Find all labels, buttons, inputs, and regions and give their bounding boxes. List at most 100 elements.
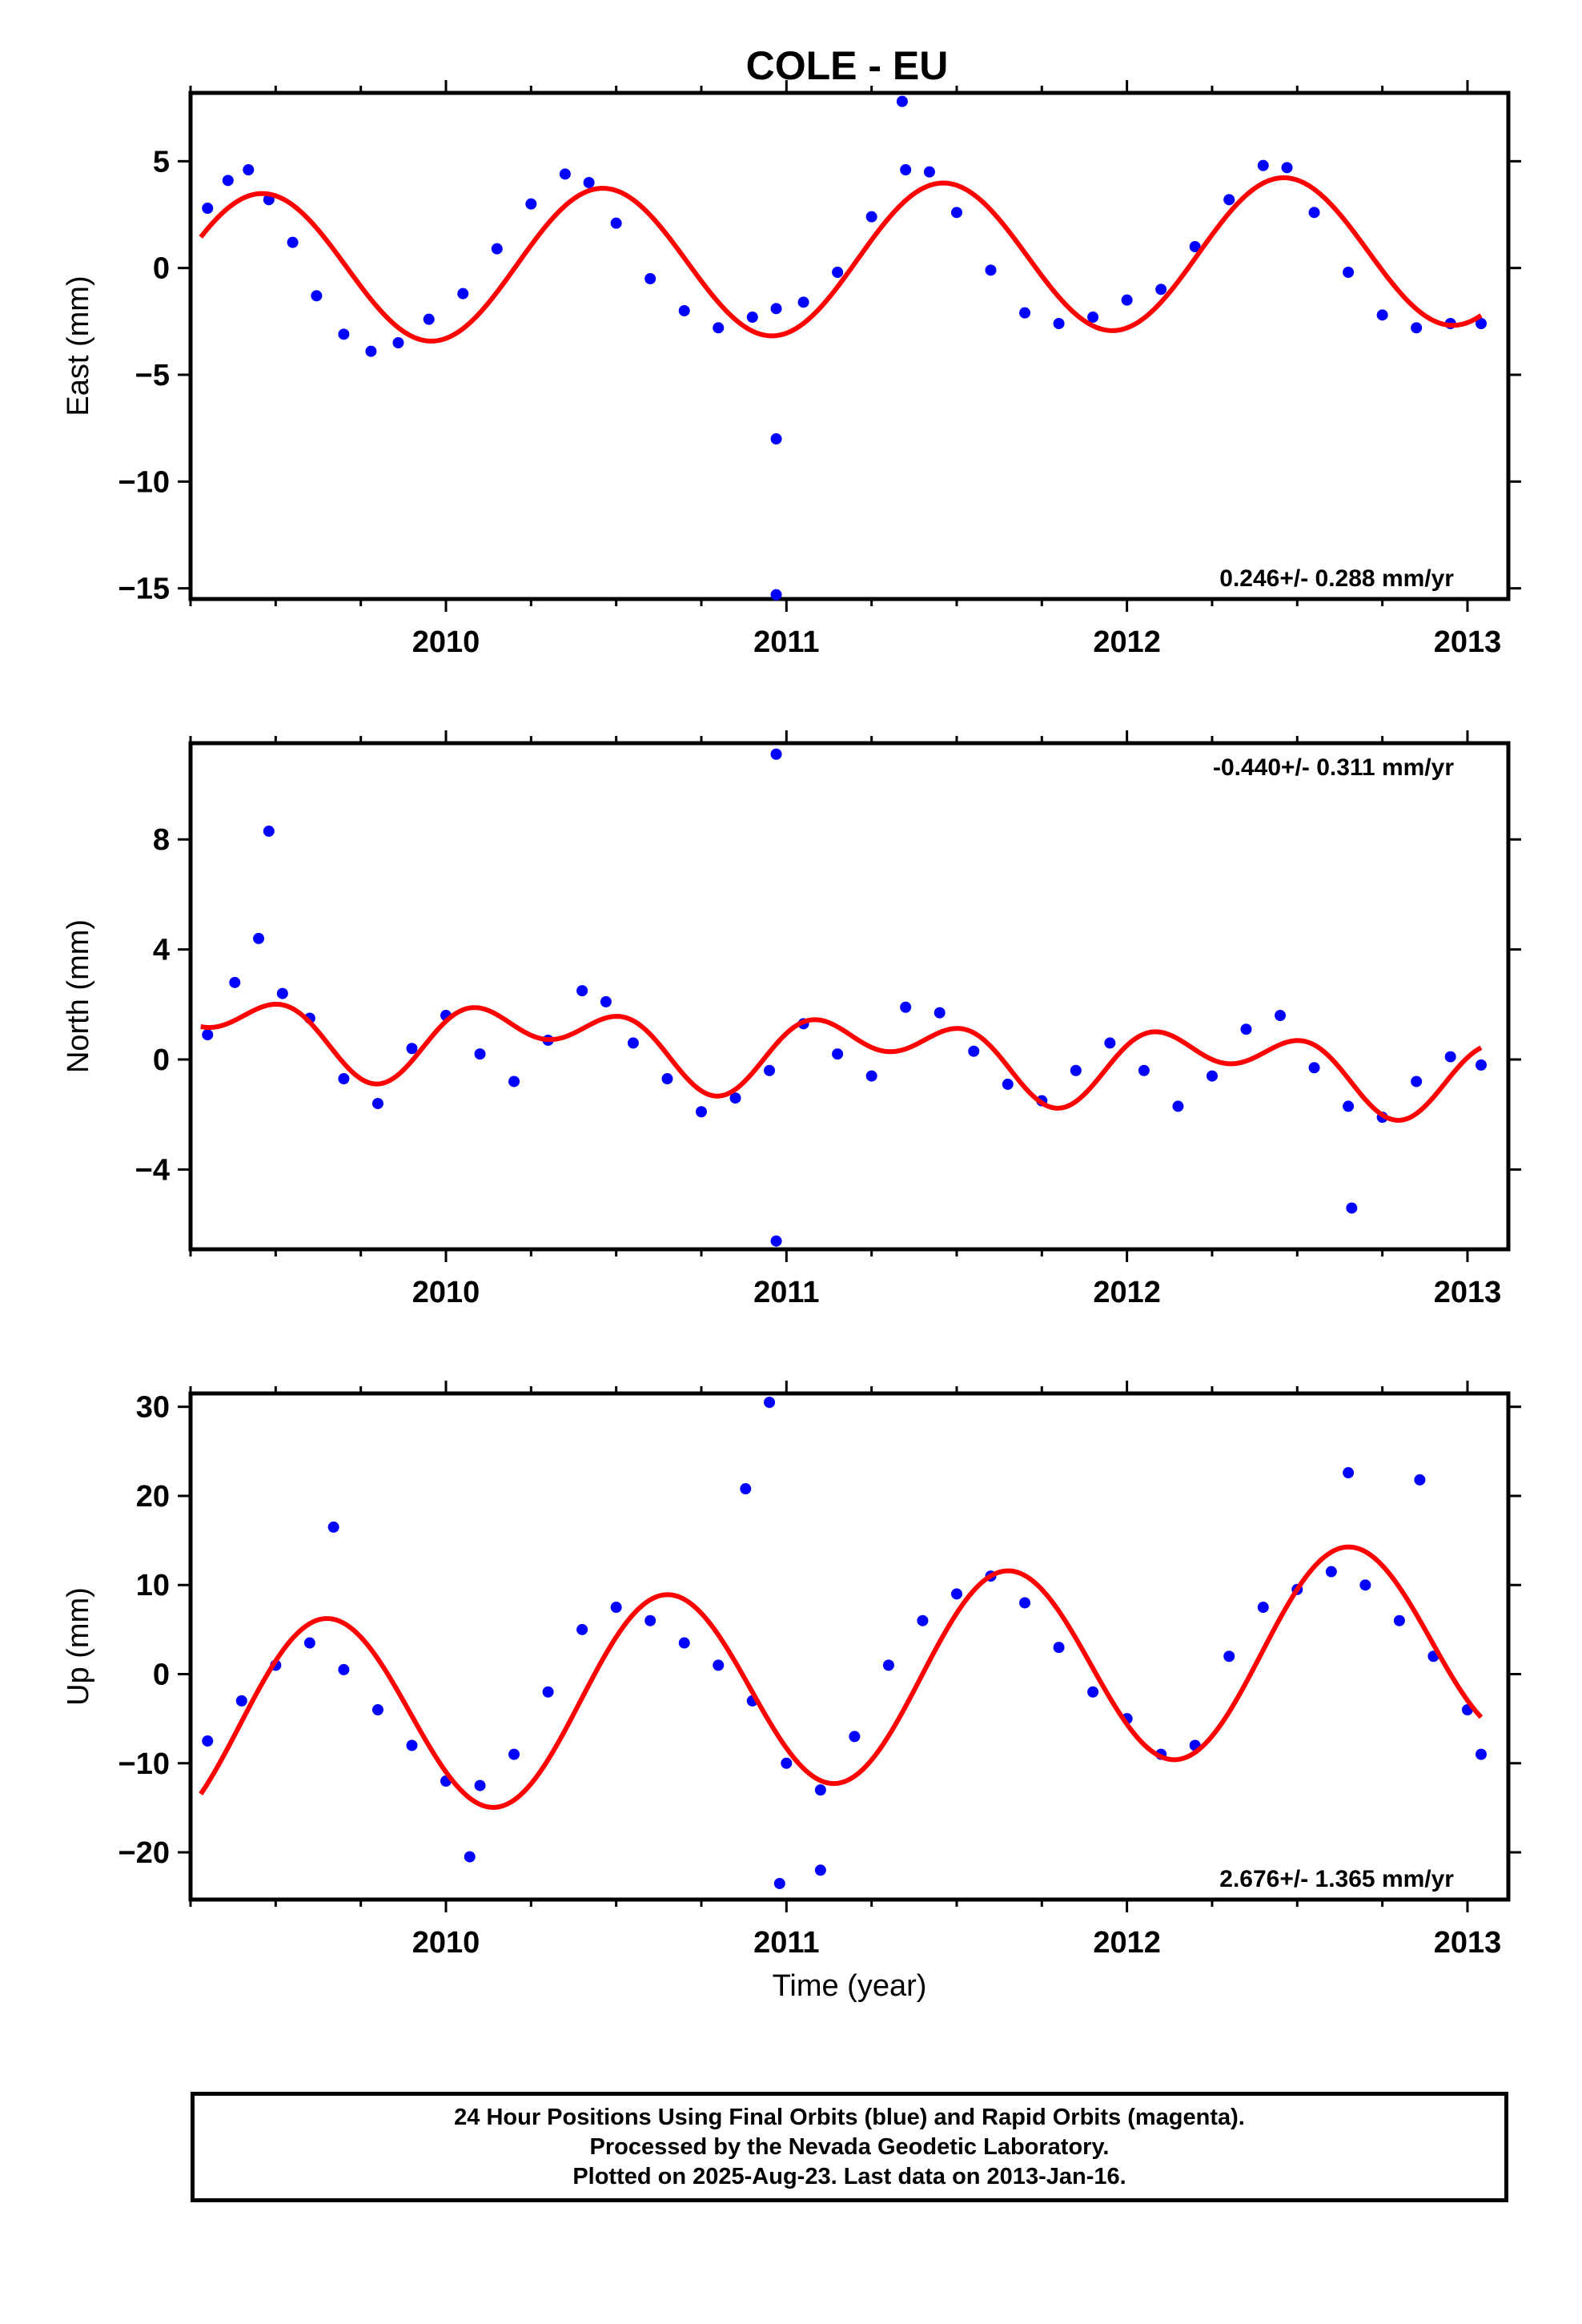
east-data-point	[1376, 309, 1388, 321]
east-data-point	[338, 328, 350, 340]
north-data-point	[1346, 1202, 1358, 1214]
up-data-point	[644, 1614, 656, 1626]
north-y-tick-label: −4	[135, 1153, 170, 1187]
up-data-point	[678, 1637, 690, 1649]
up-y-tick-label: −20	[118, 1836, 170, 1870]
east-rate-label: 0.246+/- 0.288 mm/yr	[1219, 565, 1454, 592]
caption-box: 24 Hour Positions Using Final Orbits (bl…	[191, 2092, 1508, 2202]
east-y-tick-label: −5	[135, 359, 170, 392]
east-data-point	[678, 305, 690, 316]
east-data-point	[770, 303, 782, 315]
north-y-tick-label: 0	[153, 1043, 170, 1077]
north-x-tick-label: 2013	[1434, 1276, 1502, 1309]
north-data-point	[627, 1037, 639, 1049]
up-data-point	[713, 1659, 725, 1671]
east-data-point	[644, 273, 656, 284]
north-data-point	[832, 1048, 844, 1060]
north-data-point	[600, 995, 612, 1007]
up-y-tick-label: −10	[118, 1747, 170, 1781]
up-data-point	[406, 1739, 418, 1751]
east-data-point	[392, 337, 404, 348]
north-data-point	[576, 985, 588, 997]
east-data-point	[1155, 283, 1167, 296]
north-data-point	[229, 976, 241, 988]
up-data-point	[327, 1521, 339, 1533]
north-x-tick-label: 2012	[1093, 1276, 1161, 1309]
east-data-point	[900, 164, 912, 175]
up-data-point	[917, 1614, 929, 1626]
north-data-point	[1475, 1059, 1487, 1071]
north-data-point	[202, 1029, 214, 1041]
up-data-point	[1475, 1748, 1487, 1760]
up-fit-line	[199, 1544, 1484, 1810]
north-plot-frame	[188, 741, 1511, 1252]
north-y-tick-label: 4	[153, 934, 170, 967]
east-data-point	[610, 217, 622, 229]
up-data-point	[1343, 1467, 1355, 1479]
east-y-axis-label: East (mm)	[62, 275, 95, 416]
north-data-point	[1240, 1023, 1252, 1035]
east-data-point	[1053, 318, 1065, 329]
east-data-point	[1343, 267, 1355, 278]
east-data-point	[1223, 194, 1235, 206]
east-data-point	[1189, 241, 1201, 252]
east-data-point	[287, 236, 299, 248]
east-data-point	[1019, 307, 1031, 319]
up-data-point	[740, 1483, 752, 1495]
up-y-tick-label: 30	[136, 1391, 170, 1425]
east-data-point	[1308, 207, 1320, 219]
east-data-point	[457, 287, 469, 300]
up-data-point	[950, 1588, 962, 1600]
up-data-point	[508, 1748, 520, 1760]
east-plot-frame	[188, 90, 1511, 601]
east-data-point	[423, 313, 435, 325]
north-data-point	[338, 1073, 350, 1085]
east-data-point	[365, 345, 377, 357]
east-data-point	[1475, 318, 1487, 329]
north-data-point	[1172, 1100, 1184, 1112]
north-panel: 2010 2011 2012 2013 8 4 0 −4 North (mm) -0.440+/-…	[62, 730, 1521, 1309]
east-x-tick-label: 2013	[1434, 625, 1502, 659]
north-data-point	[1104, 1037, 1116, 1049]
north-data-point	[695, 1106, 707, 1118]
up-data-point	[464, 1851, 476, 1863]
x-axis-label: Time (year)	[773, 1969, 927, 2003]
up-y-tick-label: 0	[153, 1658, 170, 1691]
east-data-point	[1257, 159, 1269, 171]
up-data-point	[882, 1659, 894, 1671]
east-data-point	[583, 177, 595, 188]
east-data-point	[950, 207, 962, 219]
east-data-point	[243, 164, 255, 175]
east-data-point	[797, 296, 809, 308]
north-data-point	[900, 1001, 912, 1013]
up-x-tick-label: 2011	[753, 1926, 819, 1960]
north-data-point	[371, 1097, 383, 1109]
east-data-point	[1411, 322, 1423, 334]
up-data-point	[773, 1877, 785, 1889]
east-data-point	[770, 433, 782, 444]
east-data-point	[525, 198, 537, 210]
north-fit-line	[200, 1001, 1483, 1123]
up-data-point	[849, 1731, 861, 1743]
up-data-point	[202, 1735, 214, 1747]
east-data-point	[311, 290, 323, 302]
north-data-point	[1444, 1051, 1456, 1063]
east-y-tick-label: 5	[153, 145, 170, 179]
up-data-point	[474, 1779, 486, 1791]
north-y-axis-label: North (mm)	[62, 919, 95, 1073]
up-data-point	[542, 1686, 554, 1698]
up-x-tick-label: 2012	[1093, 1926, 1161, 1960]
east-data-point	[923, 166, 935, 178]
east-data-point	[832, 267, 844, 278]
north-data-point	[661, 1073, 673, 1085]
up-y-axis-label: Up (mm)	[62, 1587, 95, 1706]
north-data-point	[764, 1064, 776, 1076]
east-data-point	[985, 264, 997, 276]
up-data-point	[1393, 1614, 1405, 1626]
north-data-point	[1411, 1076, 1423, 1088]
east-data-point	[1087, 312, 1099, 323]
north-data-point	[474, 1048, 486, 1060]
east-fit-line	[199, 175, 1483, 344]
figure-title: COLE - EU	[746, 43, 949, 88]
